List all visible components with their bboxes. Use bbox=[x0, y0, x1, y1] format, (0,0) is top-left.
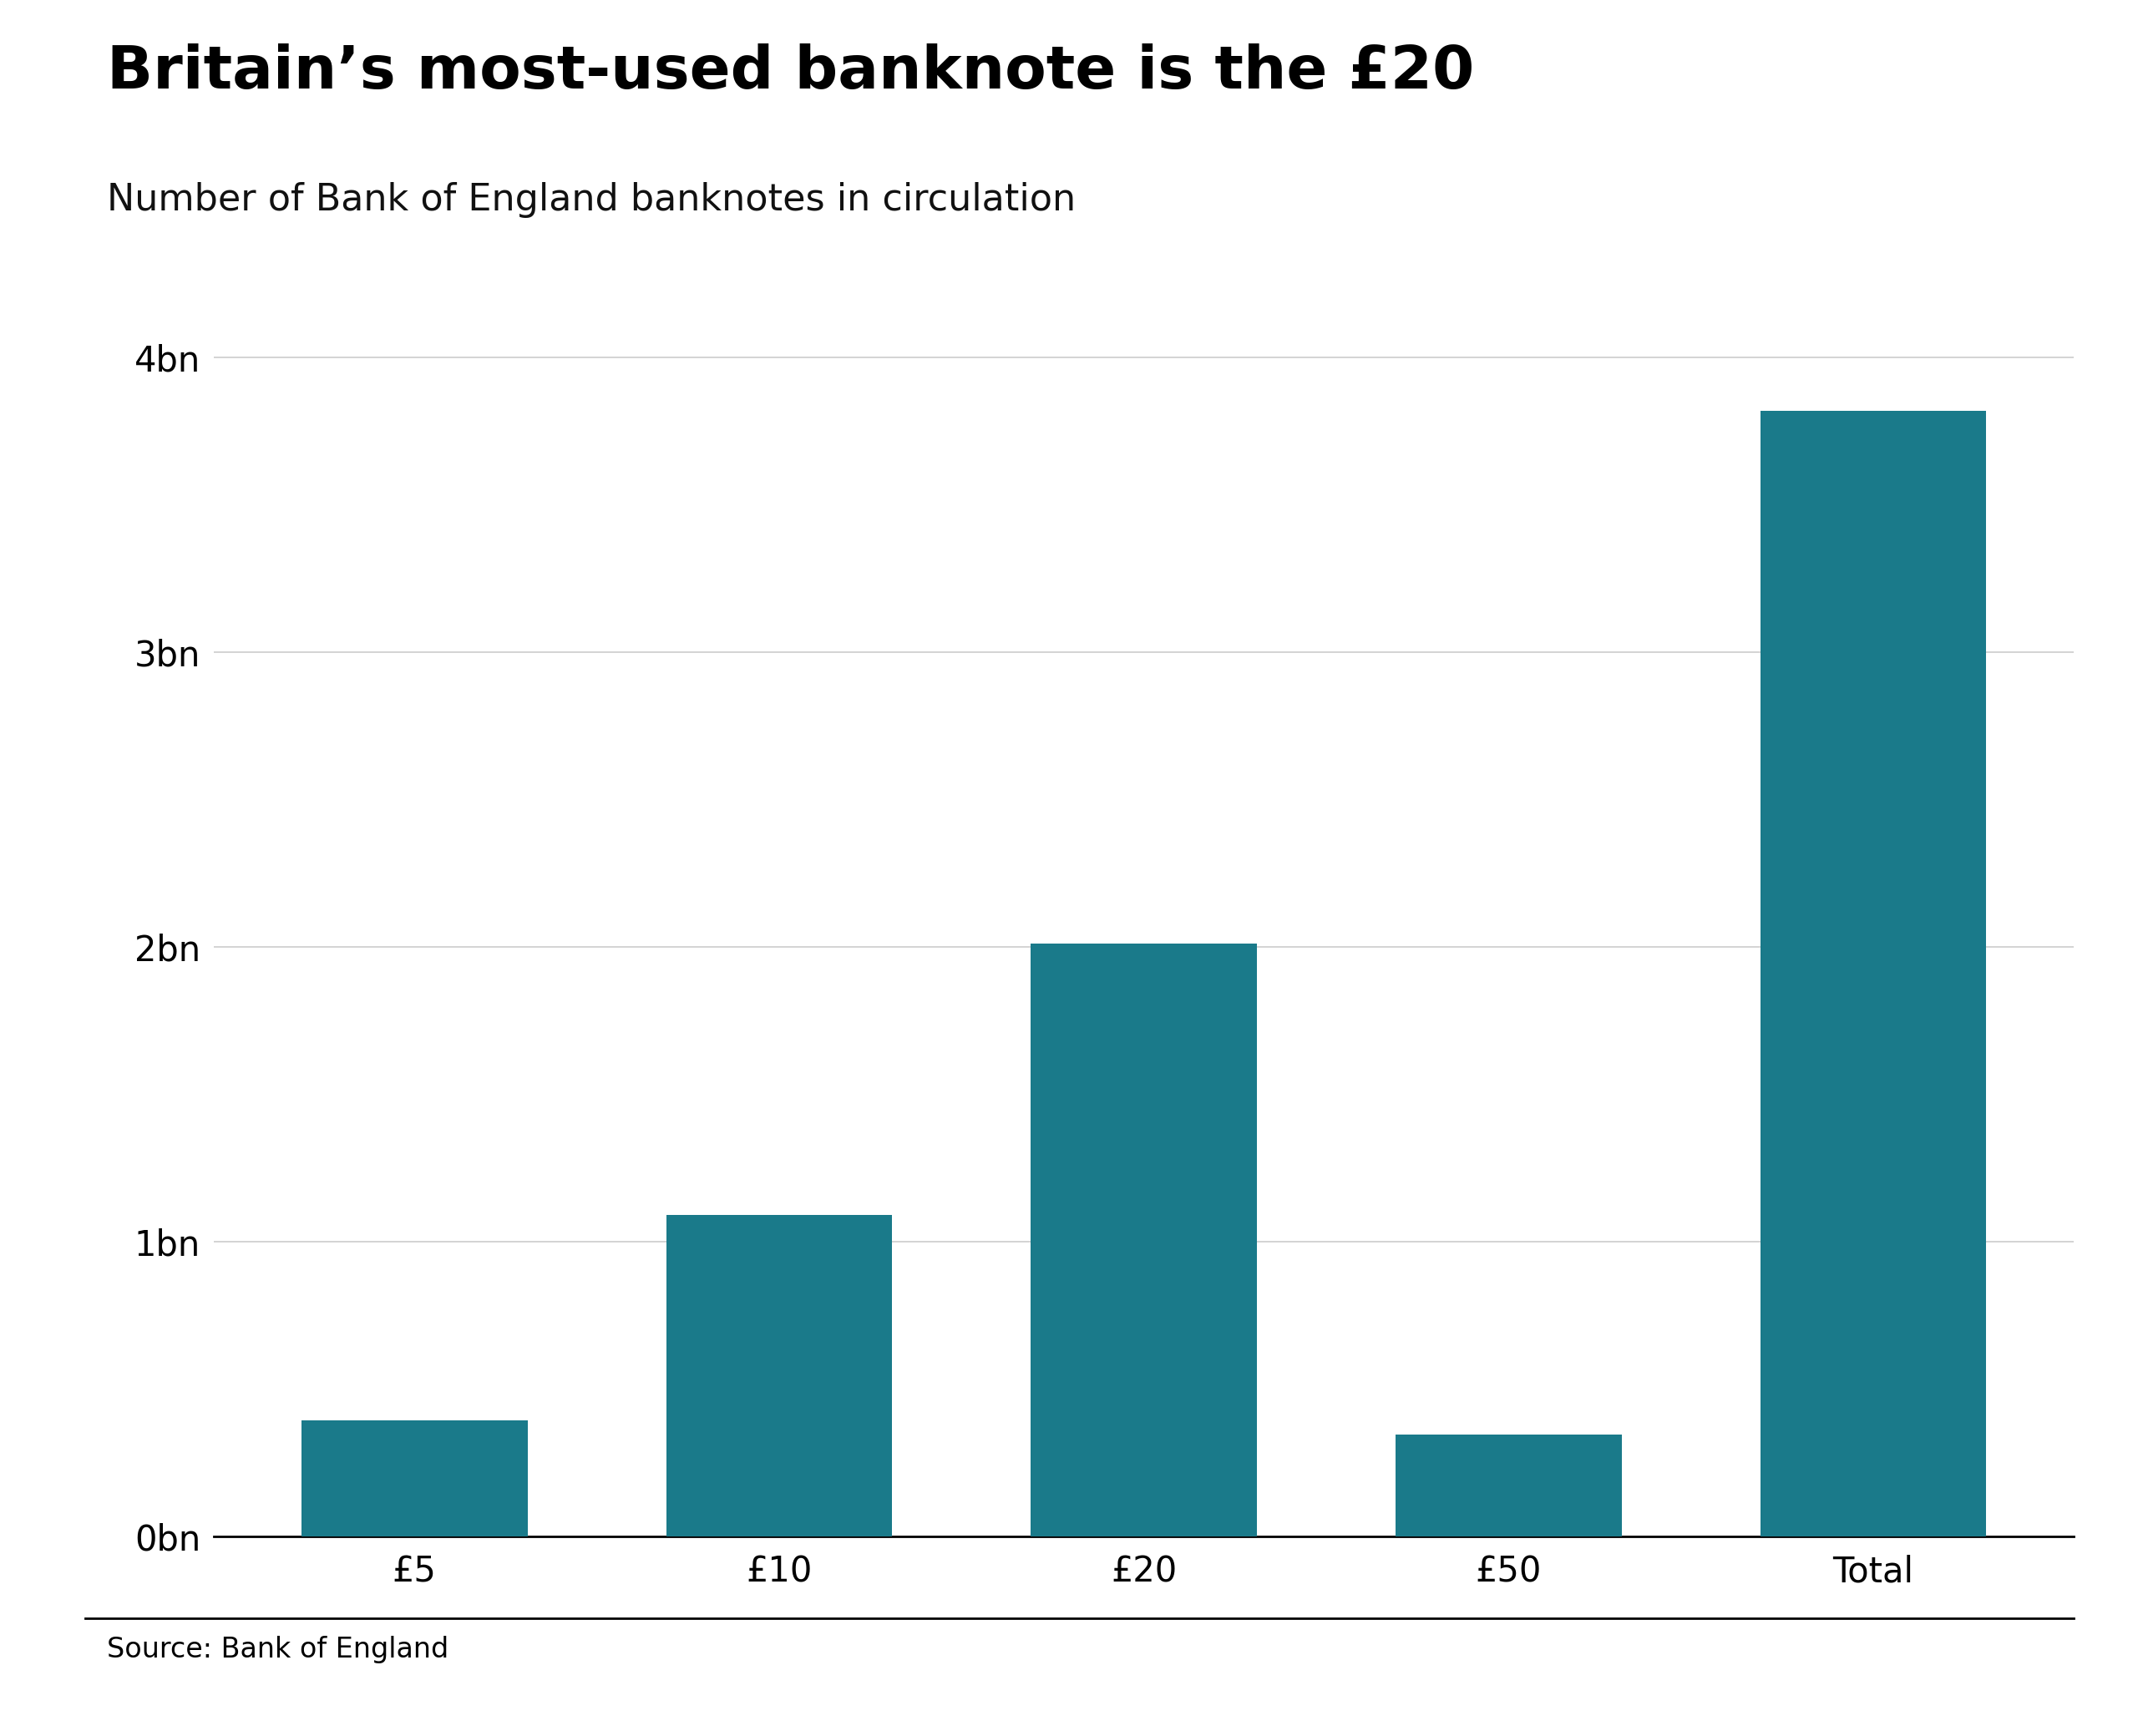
Text: Britain’s most-used banknote is the £20: Britain’s most-used banknote is the £20 bbox=[107, 43, 1475, 101]
Text: BBC: BBC bbox=[1946, 1656, 2014, 1684]
Text: Number of Bank of England banknotes in circulation: Number of Bank of England banknotes in c… bbox=[107, 182, 1075, 219]
Bar bbox=[1396, 1434, 1621, 1536]
Bar bbox=[1031, 944, 1257, 1536]
Bar bbox=[301, 1420, 528, 1536]
Bar bbox=[1760, 410, 1986, 1536]
Text: Source: Bank of England: Source: Bank of England bbox=[107, 1635, 449, 1663]
Bar bbox=[667, 1215, 892, 1536]
